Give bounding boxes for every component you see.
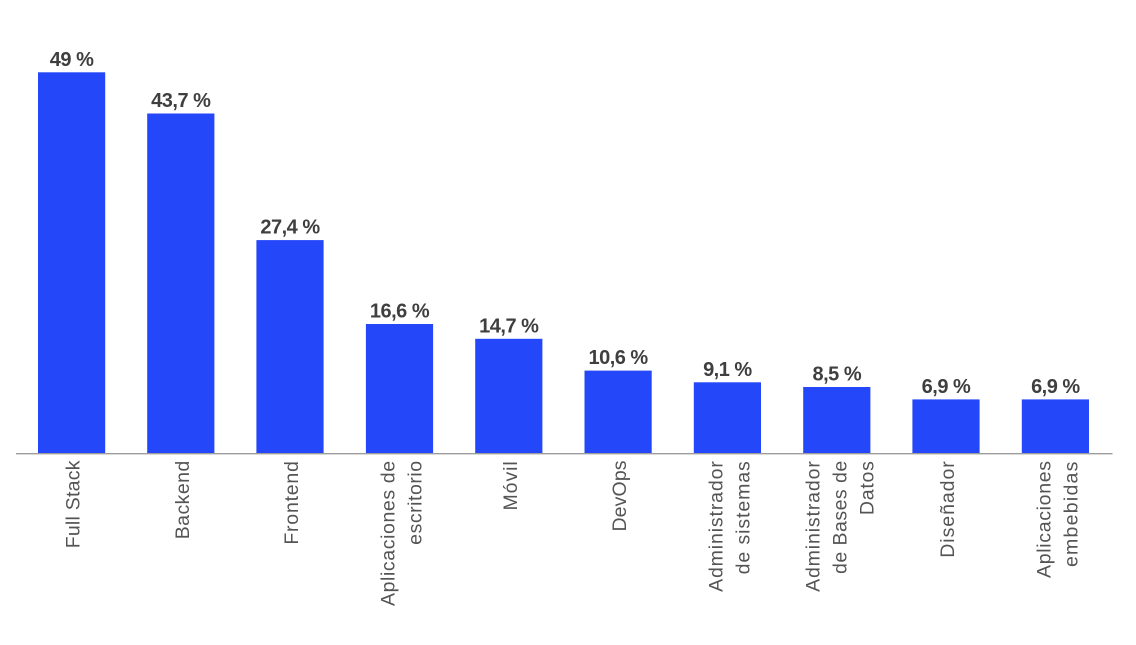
svg-text:10,6 %: 10,6 % (588, 347, 648, 369)
svg-text:49 %: 49 % (50, 49, 94, 71)
svg-text:Aplicaciones de: Aplicaciones de (378, 460, 400, 606)
svg-text:escritorio: escritorio (405, 460, 427, 545)
svg-text:6,9 %: 6,9 % (1031, 376, 1080, 398)
svg-text:de Bases de: de Bases de (829, 460, 851, 574)
svg-text:Full Stack: Full Stack (63, 460, 85, 548)
svg-text:27,4 %: 27,4 % (260, 217, 320, 239)
svg-text:embebidas: embebidas (1060, 460, 1082, 567)
svg-text:9,1 %: 9,1 % (703, 359, 752, 381)
svg-text:Diseñador: Diseñador (937, 460, 959, 557)
svg-text:6,9 %: 6,9 % (922, 376, 971, 398)
svg-text:Administrador: Administrador (802, 460, 824, 592)
svg-text:Frontend: Frontend (281, 460, 303, 544)
svg-text:43,7 %: 43,7 % (151, 90, 211, 112)
svg-text:16,6 %: 16,6 % (370, 301, 430, 323)
svg-text:Administrador: Administrador (705, 460, 727, 592)
svg-text:de sistemas: de sistemas (732, 460, 754, 574)
svg-text:8,5 %: 8,5 % (812, 364, 861, 386)
svg-text:DevOps: DevOps (609, 460, 631, 531)
svg-text:Backend: Backend (172, 460, 194, 539)
svg-text:Aplicaciones: Aplicaciones (1033, 460, 1055, 578)
svg-text:Móvil: Móvil (500, 460, 522, 510)
svg-text:14,7 %: 14,7 % (479, 315, 539, 337)
svg-text:Datos: Datos (856, 460, 878, 515)
